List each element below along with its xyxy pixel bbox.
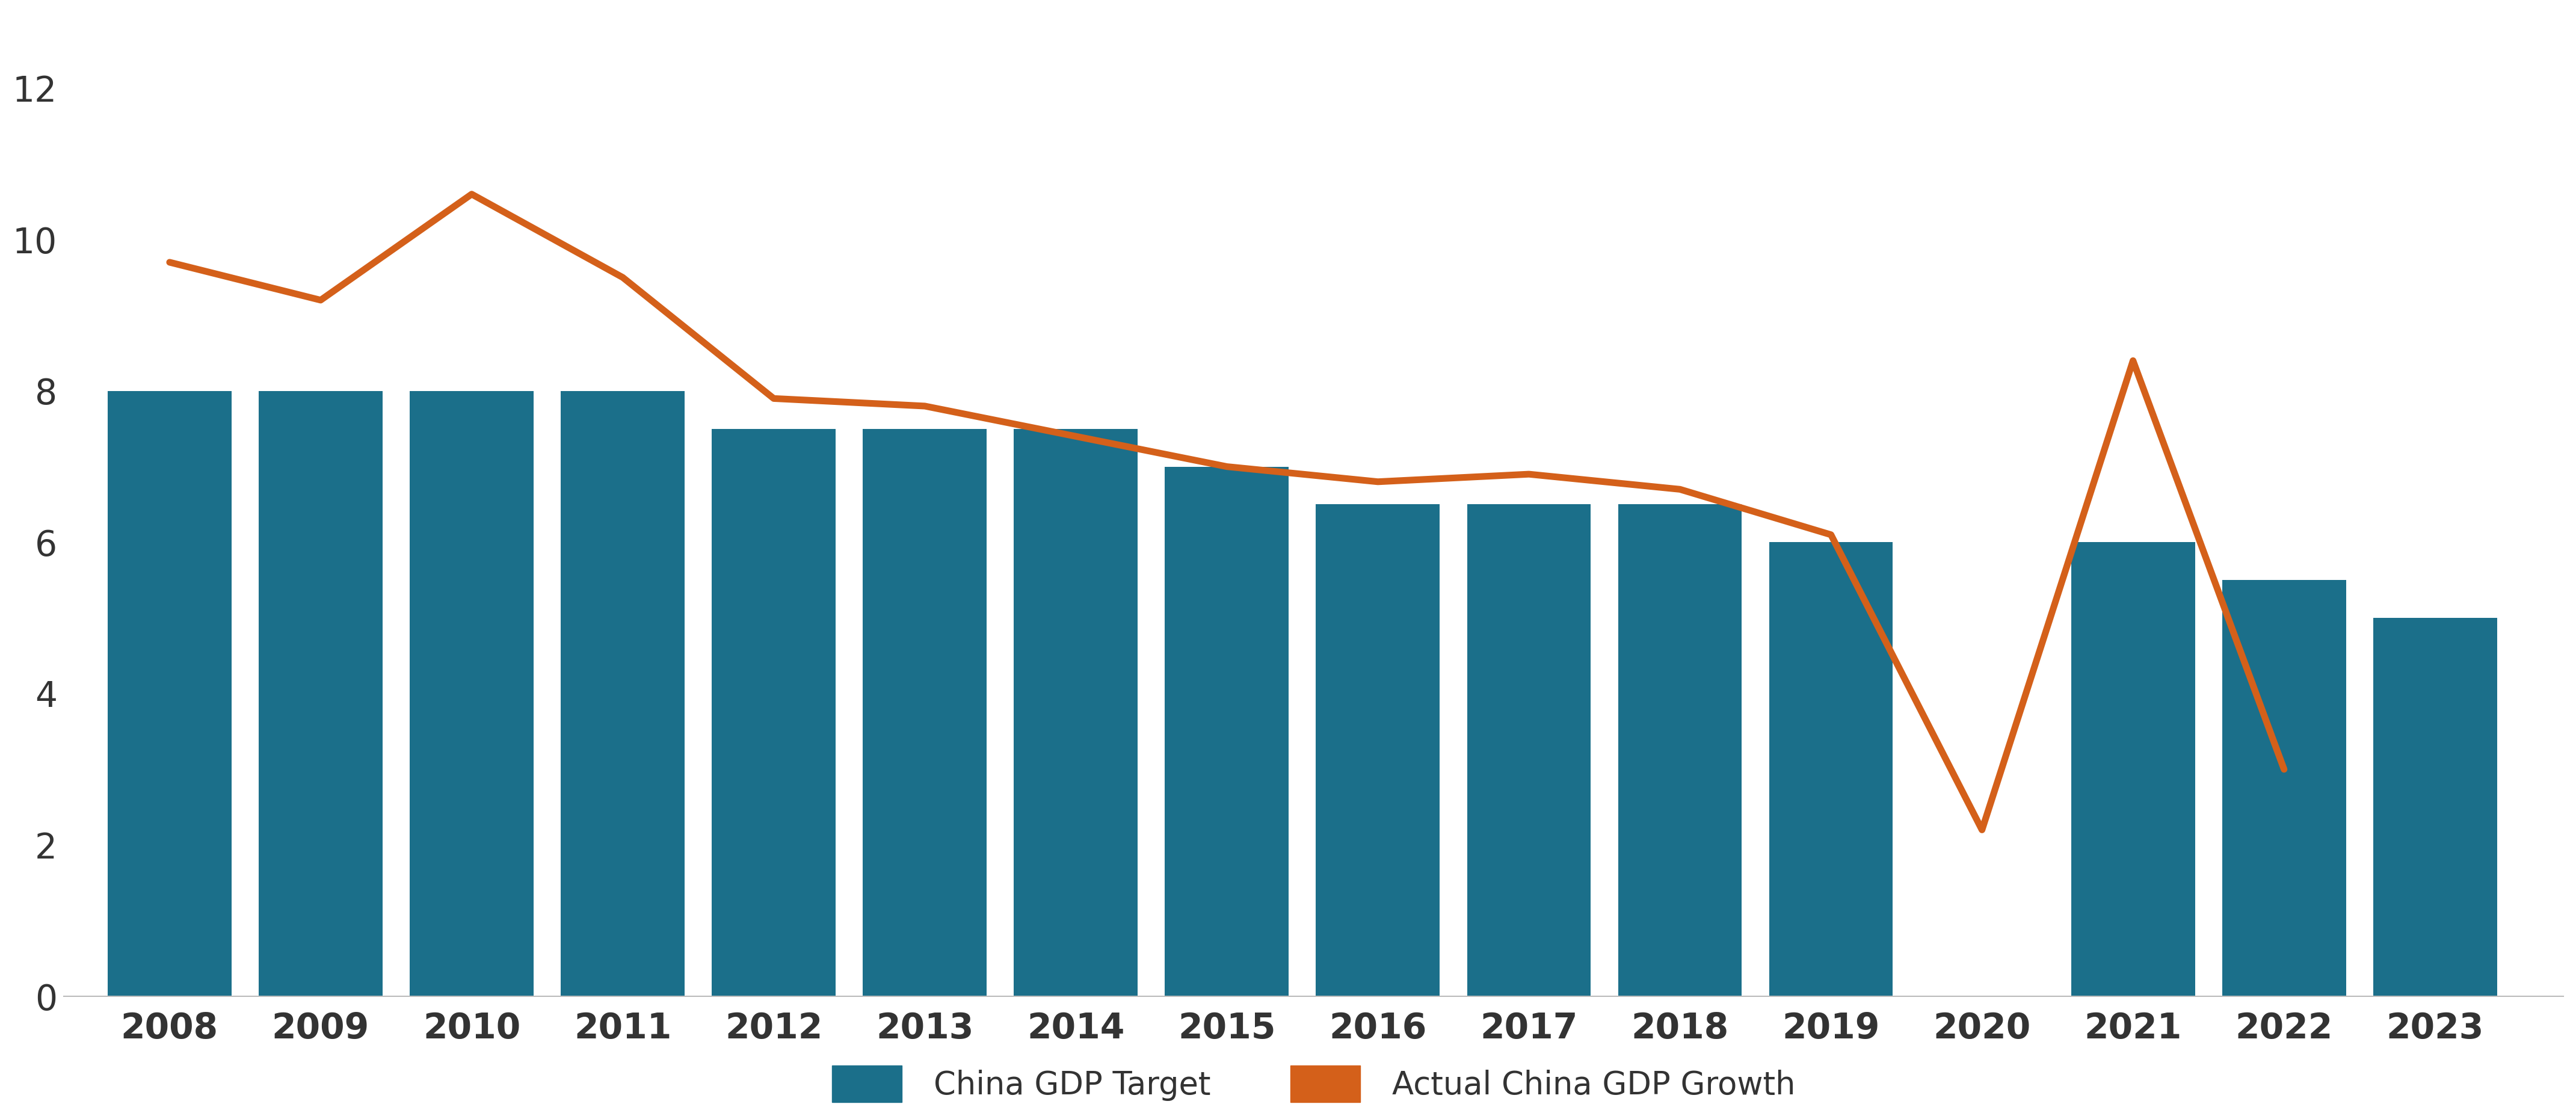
Bar	[2071, 542, 2195, 996]
Bar	[711, 429, 835, 996]
Bar	[1164, 466, 1288, 996]
Bar	[258, 391, 384, 996]
Bar	[863, 429, 987, 996]
Bar	[1316, 504, 1440, 996]
Bar	[2223, 580, 2347, 996]
Bar	[2372, 618, 2496, 996]
Bar	[410, 391, 533, 996]
Bar	[108, 391, 232, 996]
Legend: China GDP Target, Actual China GDP Growth: China GDP Target, Actual China GDP Growt…	[817, 1050, 1811, 1113]
Bar	[562, 391, 685, 996]
Bar	[1618, 504, 1741, 996]
Bar	[1770, 542, 1893, 996]
Bar	[1015, 429, 1139, 996]
Bar	[1466, 504, 1592, 996]
